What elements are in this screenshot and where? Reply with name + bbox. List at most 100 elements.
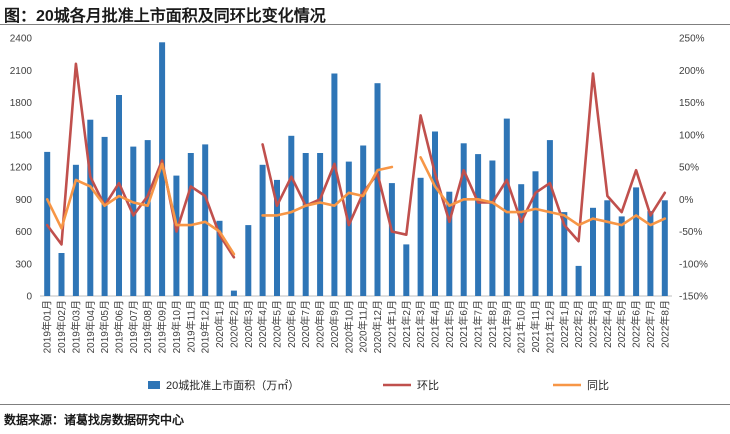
bar (503, 118, 510, 296)
bar (288, 135, 295, 296)
x-tick-label: 2019年08月 (141, 300, 154, 353)
y-right-tick-label: 250% (679, 34, 705, 45)
bar (58, 253, 65, 296)
bar (417, 177, 424, 297)
y-right-tick-label: -50% (679, 227, 702, 238)
x-tick-label: 2022年1月 (558, 300, 571, 348)
y-left-tick-label: 1800 (10, 98, 33, 109)
x-tick-label: 2019年01月 (41, 300, 54, 353)
y-left-tick-label: 2100 (10, 66, 33, 77)
x-tick-label: 2019年11月 (184, 300, 197, 353)
bar (245, 225, 252, 296)
bar (661, 200, 668, 296)
bar (590, 207, 596, 296)
y-right-tick-label: 0% (679, 195, 694, 206)
bar (388, 183, 395, 296)
bar (446, 191, 453, 296)
bar (87, 119, 94, 296)
x-tick-label: 2020年5月 (271, 300, 284, 348)
x-tick-label: 2021年10月 (515, 300, 528, 353)
bar (561, 212, 568, 296)
y-right-tick-label: 150% (679, 98, 705, 109)
x-tick-label: 2021年9月 (500, 300, 513, 348)
legend-label: 20城批准上市面积（万㎡） (166, 378, 299, 392)
bar (302, 153, 309, 296)
x-tick-label: 2019年12月 (199, 300, 212, 353)
y-right-tick-label: -150% (679, 292, 708, 303)
bar (532, 171, 539, 296)
x-tick-label: 2019年07月 (127, 300, 140, 353)
series-line (45, 62, 236, 259)
legend-swatch (148, 381, 160, 389)
chart-title: 图：20城各月批准上市面积及同环比变化情况 (4, 8, 326, 25)
y-right-tick-label: 100% (679, 130, 705, 141)
title-divider (0, 24, 730, 25)
x-tick-label: 2021年12月 (543, 300, 556, 353)
x-tick-label: 2021年4月 (429, 300, 442, 348)
series-line (419, 156, 667, 227)
legend-label: 环比 (417, 379, 439, 392)
x-tick-label: 2020年3月 (242, 300, 255, 348)
y-left-tick-label: 300 (15, 259, 32, 270)
x-tick-label: 2022年2月 (572, 300, 585, 348)
y-left-tick-label: 1500 (10, 130, 33, 141)
x-tick-label: 2020年9月 (328, 300, 341, 348)
bar (360, 145, 367, 296)
series-line (261, 165, 394, 217)
y-left-tick-label: 900 (15, 195, 32, 206)
bar (259, 164, 266, 296)
bar (432, 131, 438, 296)
bar (144, 140, 151, 296)
y-right-tick-label: 50% (679, 163, 699, 174)
x-tick-label: 2019年06月 (113, 300, 126, 353)
x-tick-label: 2019年10月 (170, 300, 183, 353)
x-tick-label: 2021年5月 (443, 300, 456, 348)
bar (72, 164, 79, 296)
bar (546, 140, 553, 296)
bar (331, 73, 338, 296)
x-tick-label: 2022年6月 (630, 300, 643, 348)
bar (618, 216, 625, 296)
footer-divider (0, 404, 730, 405)
x-tick-label: 2021年2月 (400, 300, 413, 348)
x-tick-label: 2020年7月 (299, 300, 312, 348)
y-left-tick-label: 600 (15, 227, 32, 238)
bar (345, 161, 352, 296)
x-tick-label: 2020年6月 (285, 300, 298, 348)
x-tick-label: 2021年11月 (529, 300, 542, 353)
bar (647, 211, 654, 296)
data-source: 数据来源：诸葛找房数据研究中心 (4, 413, 185, 427)
bar (101, 136, 108, 296)
bar (475, 154, 482, 296)
bar (374, 83, 381, 296)
bar (403, 244, 410, 296)
y-left-tick-label: 2400 (10, 34, 33, 45)
legend-label: 同比 (587, 379, 609, 392)
x-tick-label: 2019年09月 (156, 300, 169, 353)
x-tick-label: 2021年1月 (385, 300, 398, 348)
bar (130, 146, 137, 296)
x-tick-label: 2020年11月 (357, 300, 370, 353)
x-tick-label: 2019年03月 (69, 300, 82, 353)
series-line (261, 72, 667, 243)
bar (604, 200, 611, 296)
bar (230, 290, 237, 296)
x-tick-label: 2019年05月 (98, 300, 111, 353)
x-tick-label: 2021年3月 (414, 300, 427, 348)
x-tick-label: 2020年12月 (371, 300, 384, 353)
x-tick-label: 2021年8月 (486, 300, 499, 348)
bar (274, 179, 280, 296)
x-tick-label: 2021年6月 (457, 300, 470, 348)
x-tick-label: 2022年3月 (587, 300, 600, 348)
x-tick-label: 2022年8月 (658, 300, 671, 348)
x-tick-label: 2022年4月 (601, 300, 614, 348)
x-tick-label: 2019年02月 (55, 300, 68, 353)
series-line (45, 162, 236, 256)
x-tick-label: 2020年4月 (256, 300, 269, 348)
bar (216, 220, 223, 297)
x-tick-label: 2020年2月 (227, 300, 240, 348)
x-tick-label: 2020年8月 (314, 300, 327, 348)
x-tick-label: 2021年7月 (472, 300, 485, 348)
x-tick-label: 2020年1月 (213, 300, 226, 348)
y-left-tick-label: 1200 (10, 163, 33, 174)
